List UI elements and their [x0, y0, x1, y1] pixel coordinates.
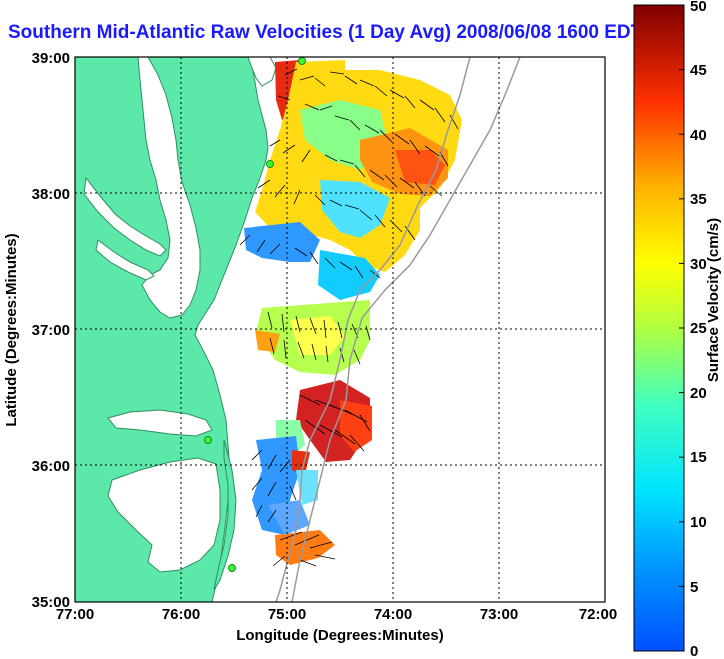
- x-axis: 77:00 76:00 75:00 74:00 73:00 72:00 Long…: [56, 606, 617, 644]
- colorbar-tick-label: 15: [690, 449, 707, 466]
- station-marker: [298, 57, 306, 65]
- pamlico-sound: [107, 457, 221, 573]
- y-axis: 39:00 38:00 37:00 36:00 35:00 Latitude (…: [3, 50, 70, 611]
- colorbar-gradient: [633, 4, 685, 652]
- x-tick-label: 74:00: [374, 606, 412, 623]
- rappahannock-river: [95, 239, 155, 281]
- y-tick-label: 36:00: [32, 458, 70, 475]
- velocity-vectors: [239, 68, 459, 567]
- colorbar-tick-label: 30: [690, 256, 707, 273]
- y-axis-label: Latitude (Degrees:Minutes): [3, 233, 20, 426]
- colorbar-tick-label: 20: [690, 385, 707, 402]
- y-tick-label: 38:00: [32, 186, 70, 203]
- radar-stations: [204, 57, 306, 572]
- x-axis-label: Longitude (Degrees:Minutes): [236, 627, 444, 644]
- x-tick-label: 73:00: [480, 606, 518, 623]
- x-tick-label: 75:00: [268, 606, 306, 623]
- colorbar-tick-label: 0: [690, 643, 698, 659]
- colorbar-tick-label: 10: [690, 514, 707, 531]
- bathymetry-contour: [275, 57, 471, 602]
- barrier-island: [213, 439, 237, 591]
- x-tick-label: 76:00: [162, 606, 200, 623]
- colorbar: 50 45 40 35 30 25 20 15 10 5 0 Surface V…: [633, 0, 722, 659]
- x-tick-label: 72:00: [579, 606, 617, 623]
- colorbar-tick-label: 45: [690, 62, 707, 79]
- bathymetry-contour-deep: [291, 57, 521, 602]
- station-marker: [266, 160, 274, 168]
- albemarle-sound: [107, 409, 213, 437]
- colorbar-tick-label: 35: [690, 191, 707, 208]
- y-tick-label: 35:00: [32, 594, 70, 611]
- y-tick-label: 39:00: [32, 50, 70, 67]
- velocity-field: [244, 60, 462, 565]
- colorbar-tick-label: 40: [690, 127, 707, 144]
- station-marker: [228, 564, 236, 572]
- y-tick-label: 37:00: [32, 322, 70, 339]
- delaware-bay: [247, 57, 277, 87]
- map-title: Southern Mid-Atlantic Raw Velocities (1 …: [8, 22, 638, 43]
- colorbar-tick-label: 50: [690, 0, 707, 15]
- colorbar-label: Surface Velocity (cm/s): [705, 218, 722, 382]
- colorbar-tick-label: 25: [690, 320, 707, 337]
- x-tick-label: 77:00: [56, 606, 94, 623]
- plot-frame: [74, 56, 606, 603]
- grid-lines: [75, 57, 605, 602]
- station-marker: [204, 436, 212, 444]
- potomac-river: [83, 176, 167, 257]
- chesapeake-bay: [137, 57, 201, 319]
- colorbar-tick-label: 5: [690, 579, 698, 596]
